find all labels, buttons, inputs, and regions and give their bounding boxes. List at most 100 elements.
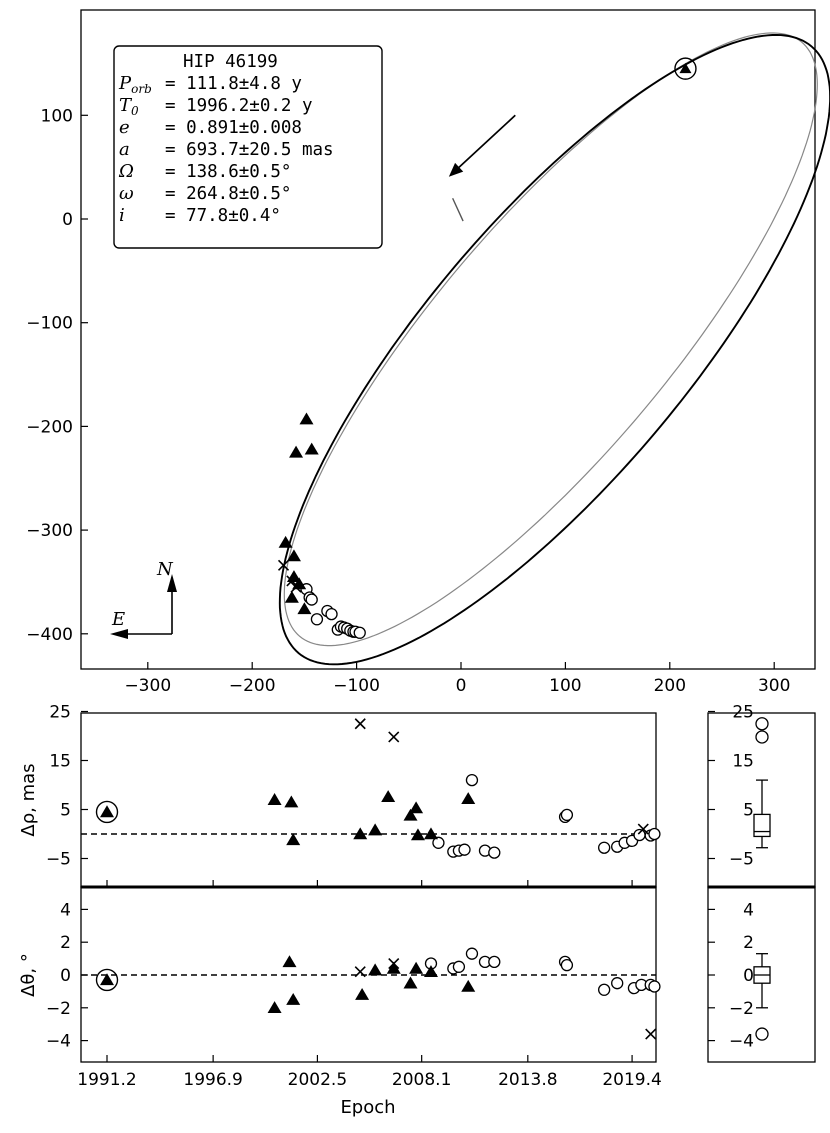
orbit-ellipse bbox=[278, 34, 830, 666]
orbit-x-tick-label: 200 bbox=[654, 676, 686, 696]
theta-point-triangle bbox=[282, 955, 297, 968]
rho-point-circle bbox=[633, 828, 646, 842]
info-row-value: = 0.891±0.008 bbox=[165, 118, 302, 138]
orbit-direction-arrow bbox=[454, 114, 516, 172]
theta-box-tick-label: −4 bbox=[729, 1032, 754, 1052]
rho-point-triangle bbox=[410, 828, 425, 841]
rho-point-circle bbox=[598, 841, 611, 854]
orbit-y-tick-label: 100 bbox=[41, 106, 73, 126]
epoch-tick-label: 2019.4 bbox=[602, 1070, 661, 1090]
theta-point-triangle bbox=[423, 965, 438, 977]
orbit-x-tick-label: 0 bbox=[456, 676, 467, 696]
info-row-symbol: e bbox=[119, 117, 130, 138]
rho-point-triangle bbox=[286, 833, 301, 846]
theta-box-tick-label: 4 bbox=[743, 900, 754, 920]
orbit-x-tick-label: 300 bbox=[758, 676, 790, 696]
theta-point-circle bbox=[488, 955, 501, 969]
rho-highlight-ring bbox=[95, 800, 119, 824]
compass-north-label: N bbox=[156, 559, 174, 580]
orbit-point-triangle bbox=[286, 549, 301, 562]
orbit-x-tick-label: 100 bbox=[549, 676, 581, 696]
orbit-point-circle bbox=[353, 626, 366, 639]
rho-point-triangle bbox=[100, 805, 114, 818]
theta-point-circle bbox=[465, 947, 479, 960]
theta-point-circle bbox=[648, 980, 661, 993]
theta-y-tick-label: 4 bbox=[60, 900, 71, 920]
orbit-point-triangle bbox=[278, 535, 293, 548]
rho-point-circle bbox=[648, 827, 661, 841]
compass-east-label: E bbox=[111, 609, 125, 630]
theta-highlight-ring bbox=[95, 968, 119, 992]
orbit-point-circle bbox=[305, 593, 318, 606]
orbit-y-tick-label: −100 bbox=[26, 314, 73, 334]
epoch-tick-label: 2013.8 bbox=[498, 1070, 557, 1090]
theta-y-tick-label: −4 bbox=[46, 1032, 71, 1052]
rho-point-cross bbox=[388, 731, 400, 743]
theta-box-outlier bbox=[755, 1027, 769, 1041]
info-box-title: HIP 46199 bbox=[183, 52, 278, 72]
orbit-y-tick-label: 0 bbox=[62, 210, 73, 230]
rho-box-tick-label: 15 bbox=[732, 752, 754, 772]
info-row-value: = 693.7±20.5 mas bbox=[165, 140, 334, 160]
theta-point-triangle bbox=[100, 973, 114, 986]
info-row-value: = 138.6±0.5° bbox=[165, 162, 291, 182]
orbit-y-tick-label: −300 bbox=[26, 521, 73, 541]
rho-box-tick-label: 5 bbox=[743, 801, 754, 821]
rho-point-circle bbox=[465, 773, 479, 787]
orbit-x-tick-label: −300 bbox=[124, 676, 171, 696]
epoch-tick-label: 1996.9 bbox=[183, 1070, 242, 1090]
orbit-point-circle bbox=[325, 607, 338, 621]
orbit-point-triangle bbox=[299, 412, 314, 425]
epoch-tick-label: 1991.2 bbox=[77, 1070, 136, 1090]
theta-point-circle bbox=[452, 960, 466, 973]
rho-point-triangle bbox=[423, 827, 438, 840]
theta-axis-label: Δθ, ° bbox=[18, 953, 39, 997]
orbit-info-box: HIP 46199 Porb = 111.8±4.8 y T0 = 1996.2±0.… bbox=[113, 45, 383, 249]
info-row-value: = 111.8±4.8 y bbox=[165, 74, 302, 94]
orbit-point-circle bbox=[310, 613, 324, 626]
info-row-value: = 77.8±0.4° bbox=[165, 206, 281, 226]
orbit-highlight-ring bbox=[674, 57, 697, 80]
epoch-axis-label: Epoch bbox=[340, 1097, 395, 1118]
rho-point-triangle bbox=[353, 827, 368, 840]
rho-point-triangle bbox=[267, 793, 282, 805]
rho-point-circle bbox=[432, 836, 445, 849]
orbit-point-triangle bbox=[286, 570, 301, 583]
theta-point-cross bbox=[645, 1028, 657, 1040]
rho-box-iqr bbox=[753, 813, 771, 838]
info-row-symbol: i bbox=[119, 205, 125, 226]
rho-y-tick-label: −5 bbox=[46, 850, 71, 870]
theta-y-tick-label: 2 bbox=[60, 933, 71, 953]
theta-point-triangle bbox=[286, 992, 301, 1005]
rho-point-triangle bbox=[381, 790, 396, 803]
orbit-prior-ellipse bbox=[283, 32, 818, 647]
info-row-symbol: Porb bbox=[118, 73, 152, 96]
theta-point-cross bbox=[354, 966, 366, 978]
rho-point-circle bbox=[560, 808, 574, 822]
info-row-value: = 264.8±0.5° bbox=[165, 184, 291, 204]
rho-box-outlier bbox=[755, 730, 769, 744]
rho-point-circle bbox=[458, 843, 471, 856]
theta-point-triangle bbox=[461, 979, 476, 992]
info-row-symbol: ω bbox=[119, 183, 134, 204]
rho-point-circle bbox=[488, 846, 501, 859]
info-row-value: = 1996.2±0.2 y bbox=[165, 96, 313, 116]
theta-y-tick-label: −2 bbox=[46, 999, 71, 1019]
info-row-symbol: T0 bbox=[119, 95, 139, 118]
orbit-x-tick-label: −200 bbox=[229, 676, 276, 696]
theta-point-triangle bbox=[368, 963, 383, 976]
theta-point-circle bbox=[560, 959, 574, 972]
rho-point-triangle bbox=[409, 801, 424, 814]
rho-point-triangle bbox=[403, 808, 418, 821]
rho-point-cross bbox=[637, 823, 649, 835]
rho-y-tick-label: 5 bbox=[60, 801, 71, 821]
compass: N E bbox=[110, 559, 177, 639]
theta-point-triangle bbox=[267, 1001, 282, 1014]
rho-box-outlier bbox=[755, 717, 769, 731]
rho-y-tick-label: 15 bbox=[49, 752, 71, 772]
theta-y-tick-label: 0 bbox=[60, 966, 71, 986]
orbit-point-triangle bbox=[292, 577, 307, 590]
rho-box-tick-label: 25 bbox=[732, 703, 754, 723]
info-box-frame bbox=[113, 45, 383, 249]
